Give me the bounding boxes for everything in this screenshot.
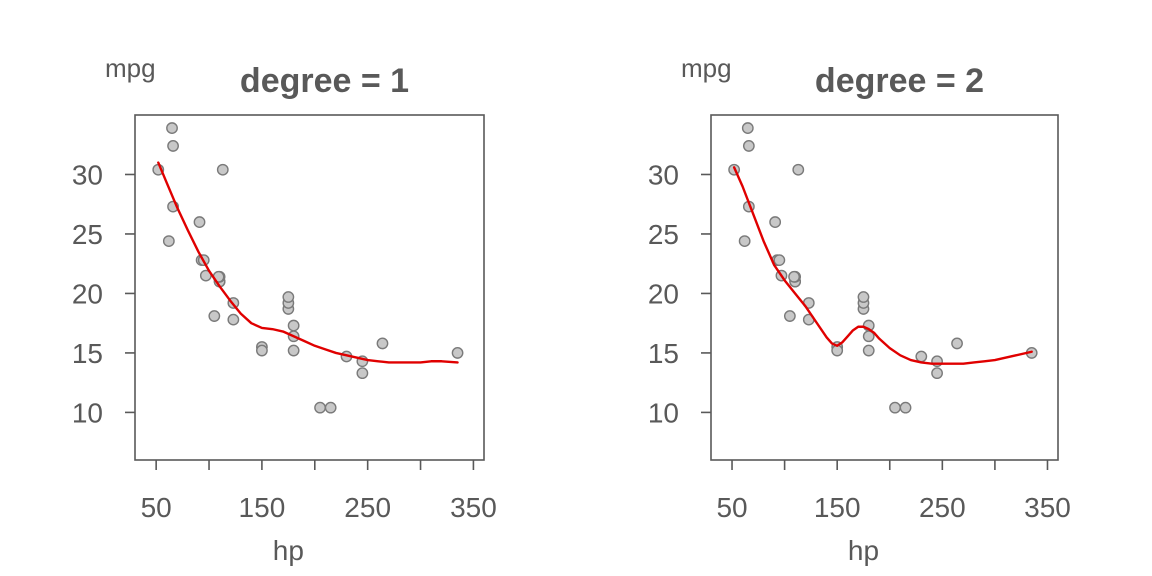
x-tick-label: 50 <box>141 492 172 523</box>
data-point <box>931 367 943 380</box>
y-tick-label: 10 <box>72 397 103 428</box>
data-point <box>899 401 912 414</box>
y-axis-label: mpg <box>681 53 732 83</box>
data-point <box>742 140 755 152</box>
y-tick-label: 30 <box>648 159 679 190</box>
data-point <box>282 291 295 303</box>
y-tick-label: 25 <box>72 219 103 250</box>
x-tick-label: 350 <box>450 492 497 523</box>
x-tick-label: 150 <box>814 492 861 523</box>
data-point <box>769 216 782 228</box>
data-point <box>862 344 875 357</box>
data-point <box>376 337 389 350</box>
data-point <box>162 235 175 248</box>
x-axis-label: hp <box>848 535 879 566</box>
data-point <box>287 319 300 332</box>
chart-panel-1: degree = 1 mpg hp 50 150 250 350 10 15 20 25 30 <box>72 53 497 566</box>
y-tick-label: 10 <box>648 397 679 428</box>
data-point <box>227 313 240 326</box>
data-point <box>193 216 206 228</box>
x-tick-label: 350 <box>1024 492 1071 523</box>
x-tick-label: 50 <box>716 492 747 523</box>
y-tick-label: 15 <box>72 338 103 369</box>
data-point <box>208 310 221 322</box>
data-point <box>915 350 928 363</box>
y-tick-label: 20 <box>72 278 103 309</box>
data-point <box>738 235 751 248</box>
data-point <box>951 337 963 350</box>
data-point <box>889 401 901 414</box>
chart-title: degree = 2 <box>815 62 984 100</box>
y-axis-label: mpg <box>105 53 156 83</box>
data-point <box>356 367 369 380</box>
x-axis-label: hp <box>273 535 304 566</box>
x-tick-label: 250 <box>919 492 966 523</box>
y-tick-label: 30 <box>72 159 103 190</box>
plot-frame <box>134 114 485 461</box>
data-point <box>167 140 179 152</box>
chart-panel-2: degree = 2 mpg hp 50 150 250 350 10 15 20 25 30 <box>648 53 1071 566</box>
data-point <box>783 310 796 322</box>
data-point <box>256 344 268 357</box>
data-point <box>788 270 800 283</box>
data-point <box>166 122 178 134</box>
data-point <box>324 401 337 414</box>
data-point <box>857 291 870 303</box>
data-point <box>287 344 300 357</box>
x-tick-label: 150 <box>239 492 286 523</box>
data-point <box>931 355 943 368</box>
data-point <box>314 401 326 414</box>
fit-line <box>732 166 1033 365</box>
fit-line <box>157 161 459 364</box>
data-point <box>773 254 786 267</box>
data-point <box>792 163 805 176</box>
plot-frame <box>710 114 1059 461</box>
y-tick-label: 15 <box>648 338 679 369</box>
chart-title: degree = 1 <box>240 62 409 100</box>
y-tick-label: 25 <box>648 219 679 250</box>
x-tick-label: 250 <box>344 492 391 523</box>
data-point <box>741 122 754 134</box>
data-point <box>451 347 464 359</box>
y-tick-label: 20 <box>648 278 679 309</box>
data-point <box>216 163 229 176</box>
